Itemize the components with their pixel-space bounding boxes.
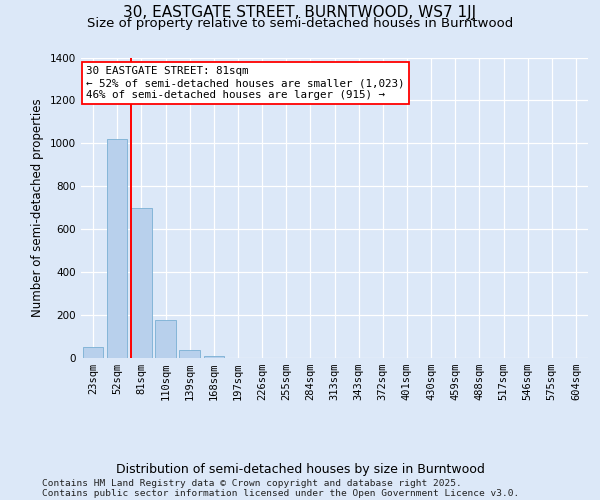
Bar (83, 347, 103, 358)
Text: Contains public sector information licensed under the Open Government Licence v3: Contains public sector information licen… (42, 489, 519, 498)
Bar (107, 139, 127, 358)
Text: Distribution of semi-detached houses by size in Burntwood: Distribution of semi-detached houses by … (116, 462, 484, 475)
Text: Size of property relative to semi-detached houses in Burntwood: Size of property relative to semi-detach… (87, 17, 513, 30)
Text: Contains HM Land Registry data © Crown copyright and database right 2025.: Contains HM Land Registry data © Crown c… (42, 479, 462, 488)
Bar (179, 350, 200, 358)
Text: 30 EASTGATE STREET: 81sqm
← 52% of semi-detached houses are smaller (1,023)
46% : 30 EASTGATE STREET: 81sqm ← 52% of semi-… (86, 66, 404, 100)
Bar (155, 320, 176, 358)
Bar (203, 356, 224, 358)
Bar (131, 208, 152, 358)
Text: 30, EASTGATE STREET, BURNTWOOD, WS7 1JJ: 30, EASTGATE STREET, BURNTWOOD, WS7 1JJ (124, 5, 476, 20)
Y-axis label: Number of semi-detached properties: Number of semi-detached properties (31, 98, 44, 317)
